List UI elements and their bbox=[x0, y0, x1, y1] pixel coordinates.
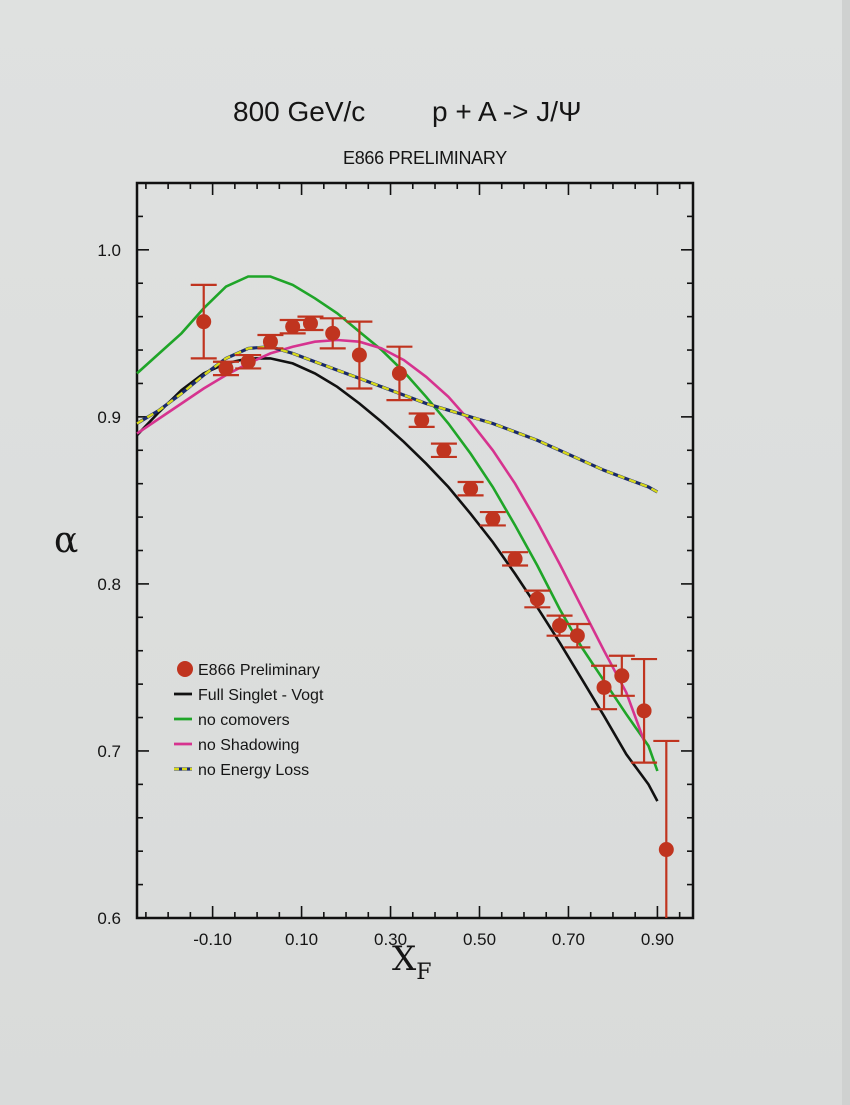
legend-item: E866 Preliminary bbox=[177, 661, 320, 679]
data-point bbox=[386, 345, 413, 402]
marker bbox=[507, 551, 523, 567]
data-point bbox=[524, 589, 551, 609]
y-tick-label: 0.8 bbox=[97, 575, 121, 594]
x-axis-label-sub: F bbox=[416, 960, 431, 985]
marker bbox=[262, 334, 278, 350]
marker bbox=[391, 365, 407, 381]
legend-item: no Energy Loss bbox=[174, 762, 309, 779]
legend-label: no Shadowing bbox=[198, 737, 299, 754]
data-point bbox=[408, 412, 435, 428]
legend-item: Full Singlet - Vogt bbox=[174, 687, 324, 704]
legend: E866 Preliminary Full Singlet - Vogt no co… bbox=[174, 661, 324, 779]
data-point bbox=[479, 510, 506, 527]
data-point bbox=[564, 622, 591, 649]
legend-marker bbox=[177, 661, 193, 677]
sheet-edge bbox=[842, 0, 850, 1105]
x-tick-label: 0.30 bbox=[374, 930, 407, 949]
data-point bbox=[608, 654, 635, 697]
marker bbox=[552, 618, 568, 634]
marker bbox=[414, 412, 430, 428]
data-points bbox=[190, 283, 680, 918]
y-tick-label: 1.0 bbox=[97, 241, 121, 260]
marker bbox=[658, 842, 674, 858]
chart-subtitle: E866 PRELIMINARY bbox=[343, 148, 507, 168]
legend-label: E866 Preliminary bbox=[198, 662, 320, 679]
y-tick-labels: 0.6 0.7 0.8 0.9 1.0 bbox=[97, 241, 121, 928]
x-tick-label: 0.90 bbox=[641, 930, 674, 949]
y-axis-label: α bbox=[54, 520, 78, 561]
curve-no-energy-loss bbox=[136, 345, 658, 494]
x-tick-label: 0.50 bbox=[463, 930, 496, 949]
x-axis-label: XF bbox=[392, 939, 431, 985]
data-point bbox=[502, 551, 529, 567]
marker bbox=[325, 325, 341, 341]
data-point bbox=[190, 283, 217, 360]
x-tick-labels: -0.10 0.10 0.30 0.50 0.70 0.90 bbox=[193, 930, 674, 949]
x-tick-label: 0.10 bbox=[285, 930, 318, 949]
y-tick-label: 0.6 bbox=[97, 909, 121, 928]
data-point bbox=[235, 353, 262, 370]
curve-full-singlet-vogt bbox=[136, 357, 659, 802]
title-energy: 800 GeV/c bbox=[233, 96, 366, 127]
title-reaction: p + A -> J/Ψ bbox=[432, 96, 582, 127]
x-axis-label-main: X bbox=[392, 939, 417, 979]
x-tick-label: -0.10 bbox=[193, 930, 232, 949]
marker bbox=[569, 628, 585, 644]
data-point bbox=[297, 315, 324, 332]
marker bbox=[351, 347, 367, 363]
data-point bbox=[257, 333, 284, 350]
marker bbox=[614, 668, 630, 684]
curve-no-shadowing bbox=[136, 338, 646, 742]
marker bbox=[485, 511, 501, 527]
y-tick-label: 0.7 bbox=[97, 742, 121, 761]
legend-label: no Energy Loss bbox=[198, 762, 309, 779]
data-point bbox=[430, 442, 457, 459]
data-point bbox=[212, 360, 239, 377]
marker bbox=[436, 442, 452, 458]
data-point bbox=[279, 318, 306, 335]
legend-item: no comovers bbox=[174, 712, 290, 729]
marker bbox=[596, 679, 612, 695]
legend-label: no comovers bbox=[198, 712, 290, 729]
marker bbox=[240, 354, 256, 370]
marker bbox=[302, 315, 318, 331]
legend-label: Full Singlet - Vogt bbox=[198, 687, 324, 704]
legend-item: no Shadowing bbox=[174, 737, 299, 754]
marker bbox=[285, 319, 301, 335]
marker bbox=[218, 360, 234, 376]
data-point bbox=[546, 614, 573, 637]
x-tick-label: 0.70 bbox=[552, 930, 585, 949]
data-point bbox=[457, 480, 484, 497]
data-point bbox=[591, 664, 618, 711]
data-point bbox=[653, 739, 680, 918]
data-point bbox=[319, 317, 346, 350]
marker bbox=[196, 314, 212, 330]
data-point bbox=[631, 657, 658, 764]
marker bbox=[636, 703, 652, 719]
data-point bbox=[346, 320, 373, 390]
y-tick-label: 0.9 bbox=[97, 408, 121, 427]
axis-ticks bbox=[137, 182, 693, 919]
marker bbox=[529, 591, 545, 607]
marker bbox=[463, 481, 479, 497]
